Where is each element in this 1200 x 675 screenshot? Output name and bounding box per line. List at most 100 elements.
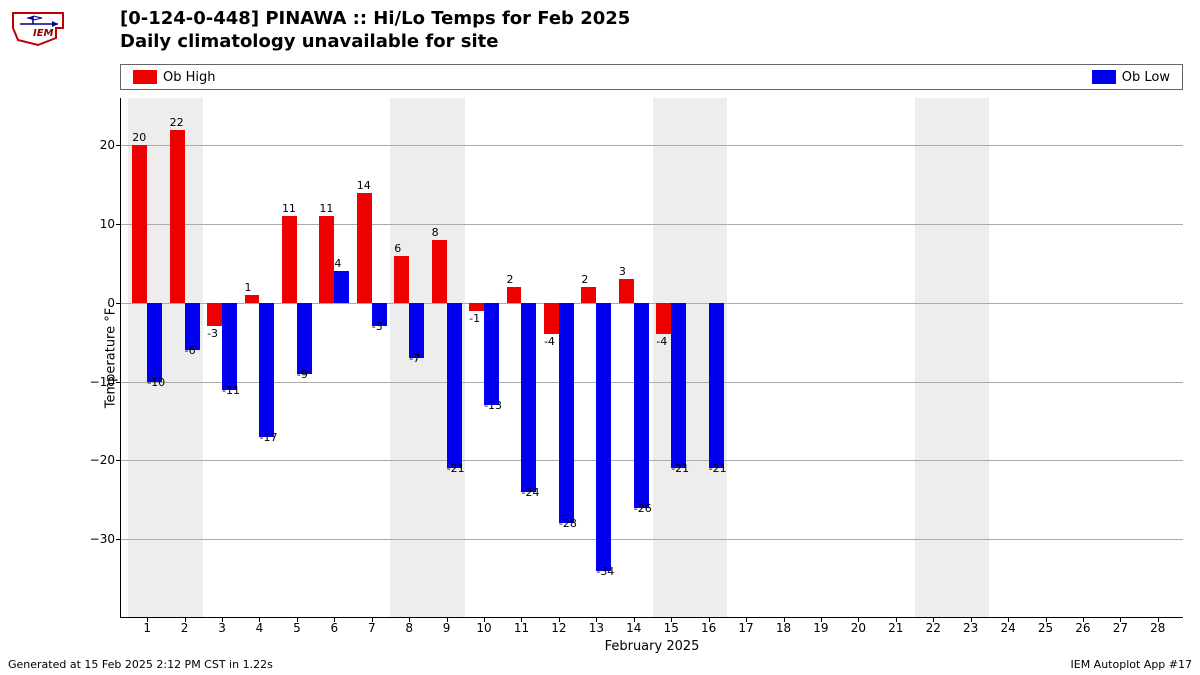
gridline [121,224,1183,225]
xtick-label: 22 [926,617,941,635]
high-bar [394,256,409,303]
low-bar-label: -21 [709,462,727,475]
high-bar-label: 6 [394,242,401,255]
high-bar [656,303,671,335]
low-bar-label: -34 [596,565,614,578]
iem-logo: IEM [8,8,68,48]
low-bar-label: 4 [334,257,341,270]
xtick-label: 27 [1113,617,1128,635]
ytick-label: 0 [107,296,121,310]
y-axis-label: Temperature °F [104,307,119,407]
xtick-label: 16 [701,617,716,635]
low-bar-label: -28 [559,517,577,530]
high-bar [319,216,334,303]
ytick-label: 20 [100,138,121,152]
xtick-label: 7 [368,617,376,635]
low-bar [297,303,312,374]
low-bar [334,271,349,303]
xtick-label: 12 [551,617,566,635]
gridline [121,382,1183,383]
xtick-label: 14 [626,617,641,635]
low-bar [671,303,686,468]
xtick-label: 10 [476,617,491,635]
high-bar-label: -4 [544,335,555,348]
x-axis-label: February 2025 [605,617,700,654]
high-bar-label: 2 [581,273,588,286]
ytick-label: −30 [90,532,121,546]
footer-app: IEM Autoplot App #17 [1071,658,1193,671]
ytick-label: −10 [90,375,121,389]
low-bar [147,303,162,382]
xtick-label: 20 [851,617,866,635]
high-bar [132,145,147,303]
xtick-label: 2 [181,617,189,635]
xtick-label: 15 [664,617,679,635]
low-bar-label: -11 [222,384,240,397]
title-line2: Daily climatology unavailable for site [120,31,630,54]
low-bar-label: -13 [484,399,502,412]
xtick-label: 24 [1000,617,1015,635]
high-bar [507,287,522,303]
xtick-label: 6 [331,617,339,635]
low-bar [484,303,499,405]
gridline [121,539,1183,540]
low-bar-label: -17 [259,431,277,444]
high-bar-label: 11 [282,202,296,215]
xtick-label: 13 [589,617,604,635]
legend-label-high: Ob High [163,70,216,85]
low-bar [709,303,724,468]
xtick-label: 3 [218,617,226,635]
xtick-label: 9 [443,617,451,635]
xtick-label: 8 [405,617,413,635]
svg-text:IEM: IEM [33,28,54,39]
low-bar-label: -24 [521,486,539,499]
plot-area: Temperature °F February 2025 −30−20−1001… [120,98,1183,618]
gridline [121,460,1183,461]
high-bar [469,303,484,311]
low-bar [185,303,200,350]
legend-item-high: Ob High [133,70,216,85]
xtick-label: 21 [888,617,903,635]
chart-title: [0-124-0-448] PINAWA :: Hi/Lo Temps for … [120,8,630,53]
high-bar-label: 8 [432,226,439,239]
low-bar [259,303,274,437]
high-bar [432,240,447,303]
xtick-label: 17 [738,617,753,635]
high-bar [282,216,297,303]
low-bar-label: -9 [297,368,308,381]
low-bar [222,303,237,390]
low-bar-label: -26 [634,502,652,515]
low-bar [559,303,574,524]
high-bar-label: 20 [132,131,146,144]
xtick-label: 4 [256,617,264,635]
low-bar [521,303,536,492]
legend: Ob High Ob Low [120,64,1183,90]
xtick-label: 26 [1075,617,1090,635]
low-bar-label: -21 [447,462,465,475]
high-bar [544,303,559,335]
gridline [121,145,1183,146]
low-bar-label: -21 [671,462,689,475]
low-bar-label: -7 [409,352,420,365]
high-bar-label: -1 [469,312,480,325]
low-bar-label: -3 [372,320,383,333]
ytick-label: −20 [90,453,121,467]
high-bar-label: 14 [357,179,371,192]
high-bar-label: 22 [170,116,184,129]
high-bar-label: 2 [507,273,514,286]
low-bar [634,303,649,508]
legend-swatch-low [1092,70,1116,84]
title-line1: [0-124-0-448] PINAWA :: Hi/Lo Temps for … [120,8,630,31]
xtick-label: 19 [813,617,828,635]
low-bar [409,303,424,358]
high-bar [619,279,634,303]
gridline [121,303,1183,304]
low-bar-label: -10 [147,376,165,389]
high-bar-label: 3 [619,265,626,278]
low-bar [596,303,611,571]
xtick-label: 11 [514,617,529,635]
high-bar-label: -4 [656,335,667,348]
high-bar-label: 11 [319,202,333,215]
ytick-label: 10 [100,217,121,231]
high-bar-label: 1 [245,281,252,294]
